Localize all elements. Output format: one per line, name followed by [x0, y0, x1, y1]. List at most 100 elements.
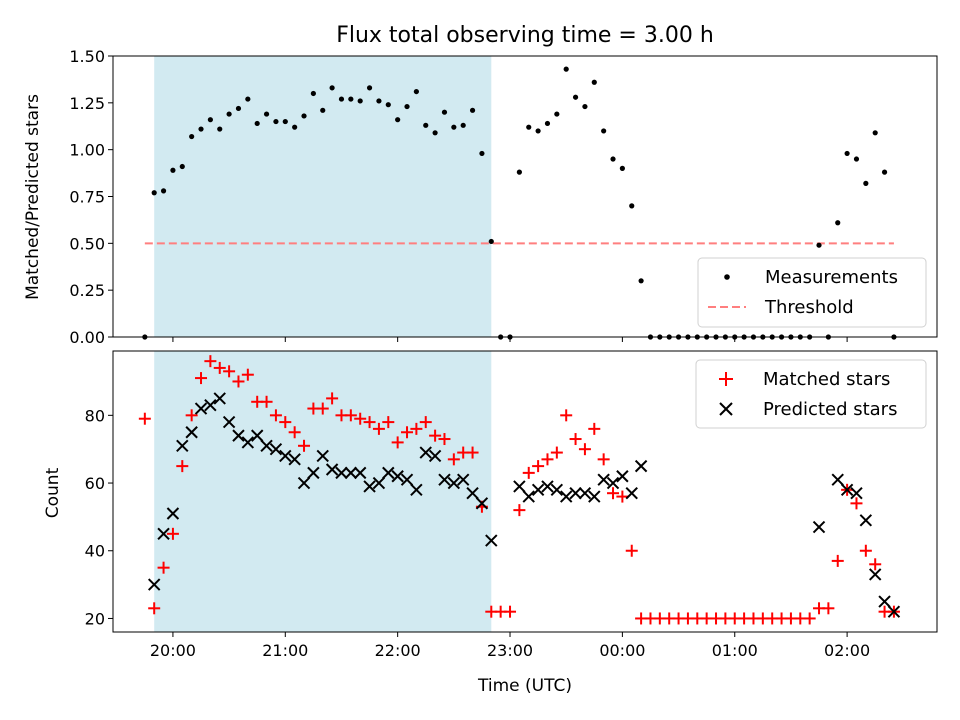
measurement-point: [432, 130, 438, 136]
matched-star-point: [859, 544, 872, 557]
predicted-star-point: [363, 480, 376, 493]
measurement-point: [179, 163, 185, 170]
x-tick-label: 22:00: [375, 641, 421, 660]
predicted-star-point: [859, 514, 873, 527]
matched-legend-label: Matched stars: [763, 369, 890, 390]
measurement-point: [273, 118, 279, 125]
measurement-point: [881, 169, 888, 175]
measurement-point: [479, 150, 485, 157]
matched-star-point: [326, 392, 339, 405]
matched-star-point: [391, 436, 404, 449]
count-x-label: Time (UTC): [477, 676, 572, 696]
count-panel-frame: [112, 350, 938, 633]
measurement-point: [404, 103, 410, 110]
predicted-stars-points: [147, 392, 901, 618]
predicted-star-point: [213, 392, 226, 405]
ratio-panel: 0.00 0.25 0.50 0.75 1.00 1.25 1.50 Matched/Pre…: [23, 47, 938, 347]
x-tick-label: 20:00: [150, 641, 196, 660]
matched-star-point: [569, 433, 582, 446]
predicted-star-point: [316, 449, 329, 463]
predicted-star-point: [522, 490, 535, 503]
y-tick-label: 0.00: [69, 328, 105, 347]
x-tick-label: 02:00: [824, 641, 870, 660]
count-legend: Matched stars Predicted stars: [695, 359, 927, 429]
matched-star-point: [429, 429, 442, 442]
y-tick-label: 1.50: [69, 47, 105, 66]
measurement-point: [526, 124, 532, 130]
predicted-star-point: [222, 415, 236, 429]
observing-window-span: [154, 56, 492, 337]
predicted-star-point: [878, 595, 891, 608]
measurements-legend-label: Measurements: [765, 267, 898, 288]
y-tick-label: 80: [85, 406, 105, 425]
matched-star-point: [382, 416, 395, 429]
measurement-point: [535, 128, 541, 134]
x-tick-label: 21:00: [262, 641, 308, 660]
measurement-point: [423, 122, 429, 128]
matched-star-point: [597, 453, 610, 466]
matched-star-point: [316, 402, 329, 415]
measurement-point: [872, 130, 878, 136]
measurement-point: [348, 96, 354, 102]
predicted-star-point: [194, 402, 208, 415]
measurement-point: [160, 188, 167, 194]
matched-star-point: [447, 453, 460, 466]
y-tick-label: 1.00: [69, 141, 105, 160]
matched-star-point: [607, 487, 620, 500]
measurement-point: [170, 167, 176, 173]
matched-star-point: [822, 602, 835, 615]
matched-star-point: [625, 544, 638, 557]
matched-star-point: [522, 466, 535, 479]
predicted-star-point: [541, 480, 554, 493]
predicted-star-point: [513, 480, 526, 493]
x-tick-label: 23:00: [487, 641, 533, 660]
count-y-label: Count: [43, 467, 63, 518]
ratio-legend: Measurements Threshold: [697, 257, 927, 328]
matched-star-point: [148, 602, 161, 615]
predicted-star-point: [578, 486, 592, 500]
matched-star-point: [401, 426, 414, 439]
measurement-point: [835, 220, 841, 226]
predicted-star-point: [559, 490, 573, 503]
predicted-star-point: [625, 486, 638, 500]
predicted-star-point: [588, 490, 601, 503]
predicted-star-point: [297, 476, 311, 490]
matched-star-point: [223, 365, 236, 378]
measurement-point: [572, 94, 579, 100]
matched-star-point: [288, 426, 301, 439]
measurements-legend-marker: [724, 274, 730, 280]
measurement-point: [395, 117, 401, 123]
y-tick-label: 0.50: [69, 234, 105, 253]
matched-star-point: [241, 368, 254, 381]
matched-star-point: [176, 460, 189, 473]
measurement-point: [844, 150, 850, 157]
predicted-legend-label: Predicted stars: [763, 399, 897, 420]
measurement-point: [544, 120, 551, 127]
measurement-point: [610, 156, 616, 162]
predicted-star-point: [447, 476, 461, 490]
matched-star-point: [850, 497, 863, 510]
measurement-point: [460, 122, 466, 128]
predicted-star-point: [288, 453, 301, 466]
predicted-star-point: [606, 476, 620, 490]
predicted-star-point: [616, 470, 629, 483]
matched-star-point: [204, 355, 217, 368]
matched-star-point: [560, 409, 573, 422]
measurement-point: [189, 133, 195, 140]
measurement-point: [582, 103, 588, 110]
predicted-star-point: [335, 466, 348, 480]
predicted-star-point: [269, 442, 283, 456]
measurement-point: [554, 111, 560, 117]
measurement-point: [198, 126, 204, 132]
chart-title: Flux total observing time = 3.00 h: [336, 23, 714, 48]
predicted-star-point: [279, 449, 292, 463]
count-x-ticks: 20:00 21:00 22:00 23:00 00:00 01:00 02:00: [150, 632, 870, 660]
matched-star-point: [550, 446, 563, 459]
predicted-star-point: [147, 578, 161, 591]
y-tick-label: 20: [85, 609, 105, 628]
predicted-star-point: [353, 466, 367, 480]
x-tick-label: 01:00: [712, 641, 758, 660]
measurement-point: [863, 180, 869, 186]
predicted-star-point: [868, 568, 882, 581]
